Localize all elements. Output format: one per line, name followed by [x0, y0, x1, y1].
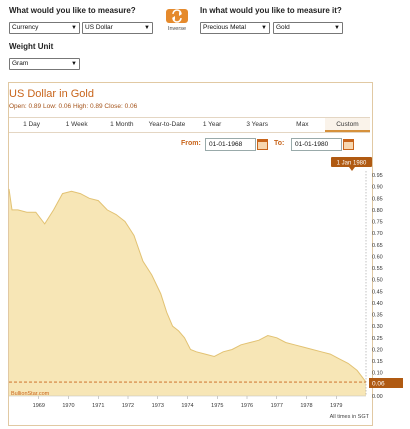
measure-value-value: US Dollar	[85, 24, 113, 31]
from-label: From:	[181, 140, 201, 147]
y-tick-label: 0.10	[372, 371, 383, 377]
watermark: BullionStar.com	[11, 391, 50, 397]
price-area	[9, 189, 366, 396]
measure-label: What would you like to measure?	[9, 6, 136, 15]
y-tick-label: 0.95	[372, 173, 383, 179]
y-tick-label: 0.85	[372, 196, 383, 202]
y-tick-label: 0.25	[372, 336, 383, 342]
tooltip-date: 1 Jan 1980	[337, 161, 367, 167]
range-tabs: 1 Day 1 Week 1 Month Year-to-Date 1 Year…	[9, 117, 370, 133]
tab-max[interactable]: Max	[296, 121, 309, 128]
x-tick-label: 1978	[300, 403, 312, 409]
x-tick-label: 1970	[62, 403, 74, 409]
weight-unit-label: Weight Unit	[9, 42, 54, 51]
tab-1-month[interactable]: 1 Month	[110, 121, 134, 128]
tooltip-badge	[331, 157, 372, 167]
ohlc-stats: Open: 0.89 Low: 0.06 High: 0.89 Close: 0…	[9, 103, 138, 110]
x-tick-label: 1976	[241, 403, 253, 409]
x-tick-label: 1973	[152, 403, 164, 409]
swap-icon	[172, 9, 182, 23]
calendar-icon[interactable]	[343, 139, 354, 150]
weight-unit-select[interactable]: Gram ▼	[9, 58, 80, 70]
x-tick-label: 1979	[330, 403, 342, 409]
tab-year-to-date[interactable]: Year-to-Date	[148, 121, 186, 128]
inverse-label: Inverse	[167, 26, 187, 32]
x-tick-label: 1977	[271, 403, 283, 409]
y-tick-label: 0.60	[372, 254, 383, 260]
y-tick-label: 0.65	[372, 243, 383, 249]
tab-1-day[interactable]: 1 Day	[23, 121, 41, 128]
y-tick-label: 0.30	[372, 324, 383, 330]
x-tick-label: 1971	[92, 403, 104, 409]
chevron-down-icon: ▼	[334, 25, 340, 31]
measure-in-label: In what would you like to measure it?	[200, 6, 342, 15]
current-value-badge	[369, 378, 403, 388]
y-tick-label: 0.80	[372, 208, 383, 214]
y-tick-label: 0.20	[372, 348, 383, 354]
measure-type-value: Currency	[12, 24, 39, 31]
y-tick-label: 0.15	[372, 359, 383, 365]
x-tick-label: 1974	[181, 403, 193, 409]
price-line	[8, 188, 367, 383]
current-value-label: 0.06	[372, 381, 385, 388]
measure-type-select[interactable]: Currency ▼	[9, 22, 80, 34]
in-type-select[interactable]: Precious Metal ▼	[200, 22, 270, 34]
x-tick-label: 1975	[211, 403, 223, 409]
y-tick-label: 0.70	[372, 231, 383, 237]
x-tick-label: 1972	[122, 403, 134, 409]
y-tick-label: 0.55	[372, 266, 383, 272]
chevron-down-icon: ▼	[71, 25, 77, 31]
measure-value-select[interactable]: US Dollar ▼	[82, 22, 153, 34]
y-tick-label: 0.00	[372, 394, 383, 400]
tab-3-years[interactable]: 3 Years	[246, 121, 269, 128]
x-axis: 1969 1970 1971 1972 1973 1974 1975 1976 1977 1978…	[9, 395, 366, 409]
from-date-input[interactable]: 01-01-1968	[205, 138, 256, 151]
inverse-button[interactable]	[166, 9, 188, 23]
to-label: To:	[274, 140, 285, 147]
y-tick-label: 0.50	[372, 278, 383, 284]
tooltip-pointer	[349, 167, 355, 171]
weight-unit-value: Gram	[12, 60, 29, 67]
y-tick-label: 0.90	[372, 185, 383, 191]
chart-title: US Dollar in Gold	[9, 88, 94, 100]
y-tick-label: 0.75	[372, 220, 383, 226]
chevron-down-icon: ▼	[144, 25, 150, 31]
in-value-value: Gold	[276, 24, 290, 31]
y-tick-label: 0.40	[372, 301, 383, 307]
to-date-input[interactable]: 01-01-1980	[291, 138, 342, 151]
timezone-note: All times in SGT	[330, 414, 370, 420]
y-tick-label: 0.45	[372, 289, 383, 295]
tab-1-week[interactable]: 1 Week	[65, 121, 88, 128]
in-value-select[interactable]: Gold ▼	[273, 22, 343, 34]
tab-custom[interactable]: Custom	[324, 118, 370, 132]
y-tick-label: 0.35	[372, 313, 383, 319]
chevron-down-icon: ▼	[261, 25, 267, 31]
x-tick-label: 1969	[33, 403, 45, 409]
chevron-down-icon: ▼	[71, 61, 77, 67]
y-axis: 0.95 0.90 0.85 0.80 0.75 0.70 0.65 0.60 0.55 0.50…	[372, 173, 383, 400]
tab-1-year[interactable]: 1 Year	[202, 121, 222, 128]
in-type-value: Precious Metal	[203, 24, 246, 31]
calendar-icon[interactable]	[257, 139, 268, 150]
